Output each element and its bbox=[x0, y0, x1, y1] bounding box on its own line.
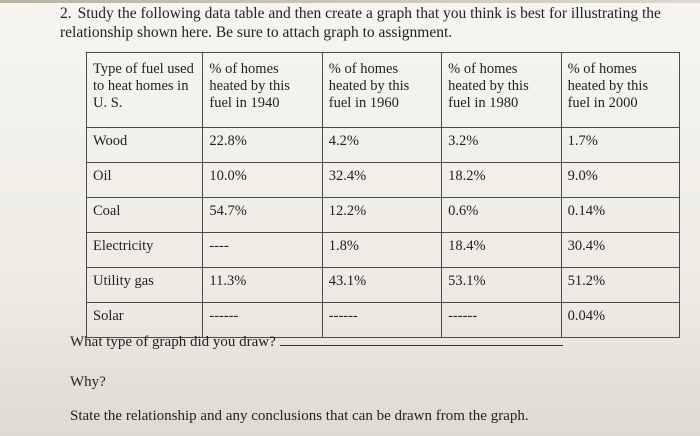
cell-2000: 30.4% bbox=[560, 232, 681, 268]
cell-1940: ---- bbox=[202, 232, 323, 268]
cell-1980: ------ bbox=[441, 302, 562, 338]
cell-1980: 53.1% bbox=[441, 267, 562, 303]
cell-1960: 4.2% bbox=[321, 127, 443, 163]
graph-type-answer-line[interactable] bbox=[279, 333, 563, 346]
cell-2000: 0.14% bbox=[560, 197, 681, 233]
cell-fuel: Wood bbox=[85, 127, 204, 163]
question-prompt: 2. Study the following data table and the… bbox=[60, 4, 680, 42]
header-1960: % of homes heated by this fuel in 1960 bbox=[321, 52, 443, 128]
cell-fuel: Electricity bbox=[85, 232, 204, 268]
cell-2000: 0.04% bbox=[560, 302, 681, 338]
table-row: Electricity ---- 1.8% 18.4% 30.4% bbox=[85, 232, 681, 268]
cell-1980: 0.6% bbox=[441, 197, 562, 233]
graph-type-question: What type of graph did you draw? bbox=[70, 334, 276, 350]
cell-1960: 43.1% bbox=[321, 267, 443, 303]
cell-1940: 54.7% bbox=[202, 197, 323, 233]
cell-fuel: Utility gas bbox=[85, 267, 204, 303]
cell-1960: 12.2% bbox=[321, 197, 443, 233]
question-text: Study the following data table and then … bbox=[60, 5, 661, 41]
header-2000: % of homes heated by this fuel in 2000 bbox=[560, 52, 681, 128]
cell-2000: 9.0% bbox=[560, 162, 681, 198]
relationship-prompt: State the relationship and any conclusio… bbox=[70, 408, 529, 424]
fuel-data-table: Type of fuel used to heat homes in U. S.… bbox=[85, 52, 681, 338]
cell-1940: 10.0% bbox=[202, 162, 323, 198]
question-number: 2. bbox=[60, 5, 72, 22]
cell-2000: 1.7% bbox=[560, 127, 681, 163]
graph-type-prompt: What type of graph did you draw? bbox=[70, 333, 563, 351]
header-1980: % of homes heated by this fuel in 1980 bbox=[441, 52, 562, 128]
header-fuel-type: Type of fuel used to heat homes in U. S. bbox=[85, 52, 204, 128]
cell-1980: 18.2% bbox=[441, 162, 562, 198]
table-header-row: Type of fuel used to heat homes in U. S.… bbox=[85, 52, 681, 128]
table-row: Utility gas 11.3% 43.1% 53.1% 51.2% bbox=[85, 267, 681, 303]
why-prompt: Why? bbox=[70, 374, 106, 390]
page-top-edge bbox=[0, 0, 700, 3]
cell-fuel: Oil bbox=[85, 162, 204, 198]
cell-1960: 1.8% bbox=[321, 232, 443, 268]
cell-1940: 22.8% bbox=[202, 127, 323, 163]
table-row: Coal 54.7% 12.2% 0.6% 0.14% bbox=[85, 197, 681, 233]
table-row: Wood 22.8% 4.2% 3.2% 1.7% bbox=[85, 127, 681, 163]
table-row: Oil 10.0% 32.4% 18.2% 9.0% bbox=[85, 162, 681, 198]
table-row: Solar ------ ------ ------ 0.04% bbox=[85, 302, 681, 338]
cell-2000: 51.2% bbox=[560, 267, 681, 303]
cell-1980: 18.4% bbox=[441, 232, 562, 268]
cell-1940: 11.3% bbox=[202, 267, 323, 303]
cell-1960: 32.4% bbox=[321, 162, 443, 198]
cell-fuel: Coal bbox=[85, 197, 204, 233]
cell-1940: ------ bbox=[202, 302, 323, 338]
cell-1980: 3.2% bbox=[441, 127, 562, 163]
header-1940: % of homes heated by this fuel in 1940 bbox=[202, 52, 323, 128]
cell-fuel: Solar bbox=[85, 302, 204, 338]
